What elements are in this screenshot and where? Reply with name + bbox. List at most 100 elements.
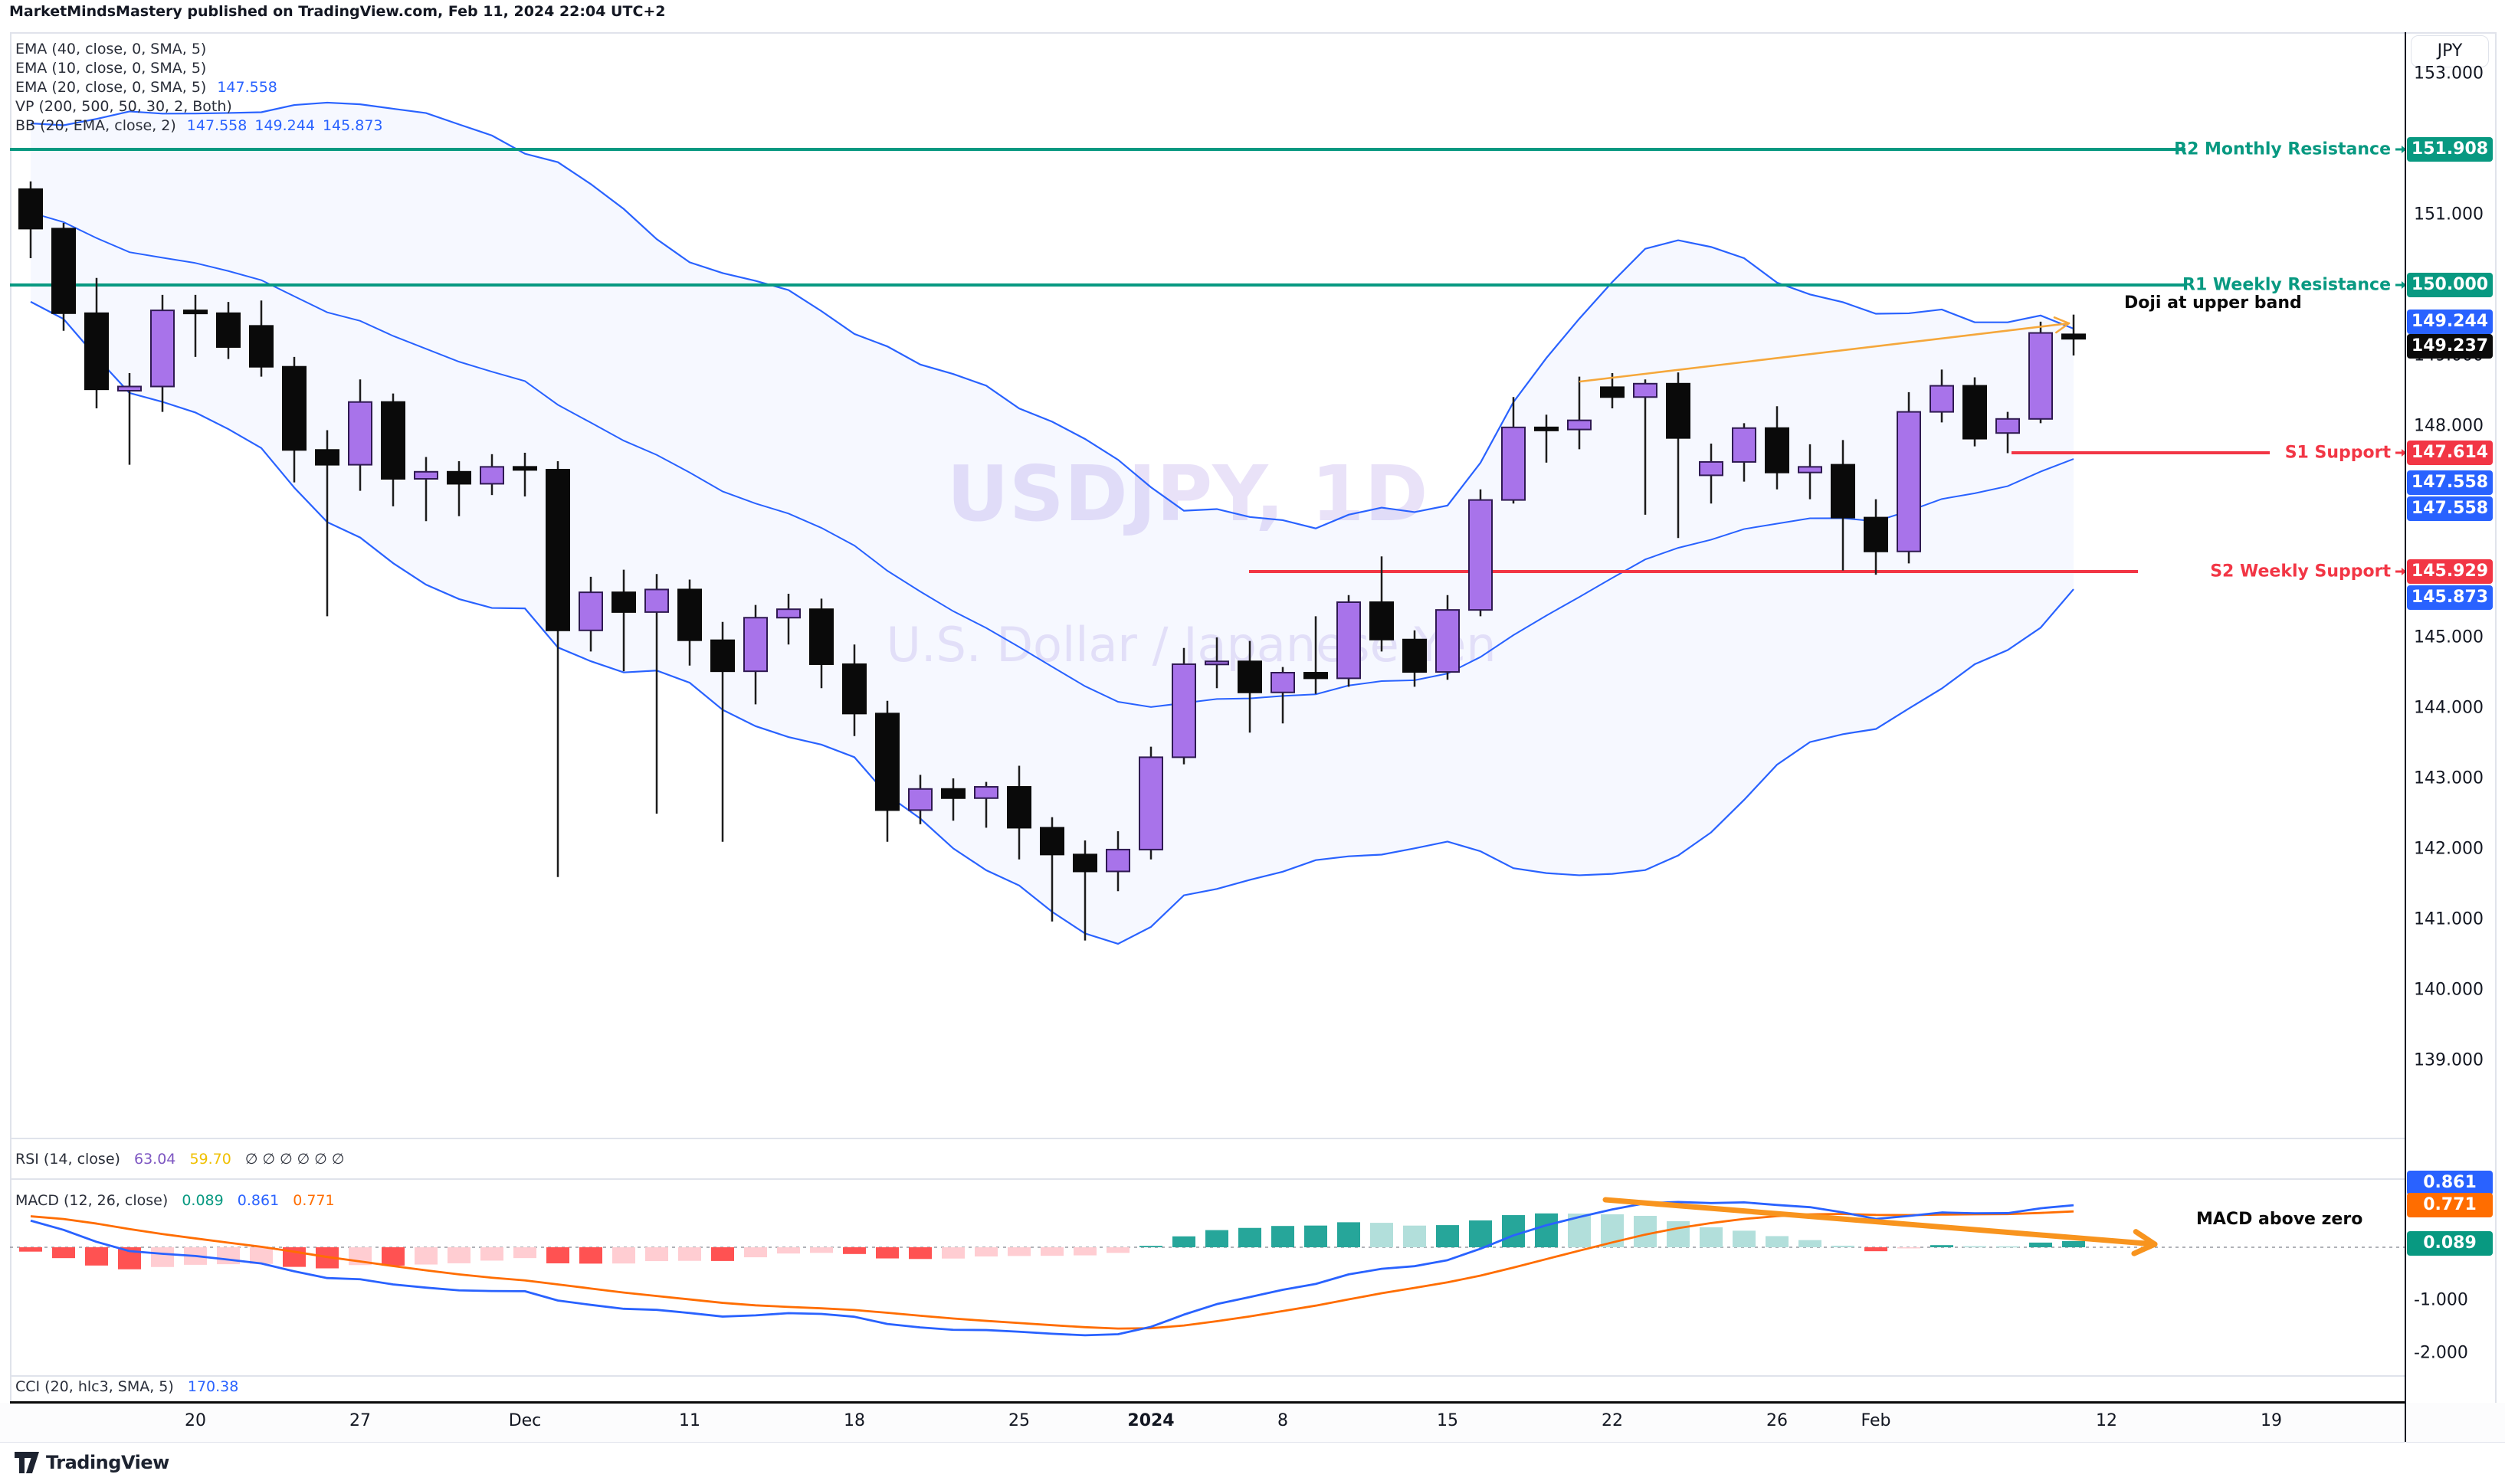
candle-bull [1897, 411, 1921, 552]
macd-histogram-bar [1798, 1240, 1821, 1247]
doji-annotation[interactable]: Doji at upper band [2124, 293, 2302, 313]
cci-value: 170.38 [187, 1378, 239, 1395]
candle-bear [1369, 601, 1394, 640]
candle-bull [1930, 385, 1954, 413]
macd-histogram-bar [2062, 1240, 2085, 1247]
time-axis[interactable] [0, 1403, 2505, 1443]
candle-bear [381, 401, 405, 480]
macd-histogram-bar [1996, 1246, 2019, 1248]
macd-histogram-bar [1634, 1216, 1657, 1247]
time-axis-label: 25 [1008, 1411, 1030, 1430]
price-axis[interactable] [2405, 32, 2495, 1442]
candle-bull [480, 466, 504, 485]
axis-price-badge: 147.558 [2407, 496, 2493, 521]
candle-bull [644, 588, 669, 613]
candle-bear [18, 188, 43, 230]
currency-toggle-button[interactable]: JPY [2411, 35, 2489, 67]
candle-bear [216, 312, 241, 348]
candle-bull [1205, 660, 1229, 666]
macd-histogram-bar [1074, 1247, 1097, 1256]
macd-histogram-bar [513, 1247, 536, 1259]
axis-price-label: 153.000 [2414, 64, 2484, 84]
annotation-arrow [1579, 322, 2071, 383]
macd-histogram-bar [250, 1247, 273, 1264]
tradingview-logo-text[interactable]: TradingView [46, 1452, 169, 1473]
candle-bear [183, 310, 208, 315]
r2-level-label[interactable]: R2 Monthly Resistance [2174, 139, 2391, 159]
axis-price-label: 142.000 [2414, 839, 2484, 859]
tradingview-logo-icon[interactable] [14, 1451, 40, 1474]
footer: TradingView [14, 1451, 169, 1474]
axis-price-label: 144.000 [2414, 698, 2484, 718]
annotation-arrowhead [2133, 1229, 2158, 1247]
legend-row-vp[interactable]: VP (200, 500, 50, 30, 2, Both) [15, 98, 232, 115]
time-axis-label: 20 [185, 1411, 206, 1430]
macd-histogram-bar [777, 1247, 800, 1254]
candle-bear [1666, 382, 1690, 439]
candle-bear [1962, 385, 1987, 440]
candle-bull [1336, 601, 1361, 680]
candle-bull [414, 470, 438, 480]
macd-value: 0.861 [237, 1192, 280, 1209]
macd-histogram-bar [382, 1247, 405, 1266]
macd-histogram-bar [1008, 1247, 1031, 1256]
legend-row-bb[interactable]: BB (20, EMA, close, 2) 147.558 149.244 145.… [15, 117, 383, 134]
macd-histogram-bar [645, 1247, 668, 1262]
axis-price-badge: 145.873 [2407, 585, 2493, 610]
bb-upper-band [30, 101, 2074, 529]
rsi-value: 63.04 [133, 1151, 176, 1168]
macd-legend-row[interactable]: MACD (12, 26, close) 0.089 0.861 0.771 [15, 1192, 335, 1209]
candle-bear [1303, 672, 1328, 680]
rsi-legend-row[interactable]: RSI (14, close) 63.04 59.70 ∅ ∅ ∅ ∅ ∅ ∅ [15, 1151, 345, 1168]
axis-price-badge: 0.771 [2407, 1193, 2493, 1217]
axis-price-label: 151.000 [2414, 205, 2484, 224]
macd-histogram-bar [448, 1247, 471, 1263]
macd-histogram-bar [744, 1247, 767, 1258]
r1-level-label[interactable]: R1 Weekly Resistance [2182, 275, 2391, 295]
macd-histogram-bar [1041, 1247, 1064, 1256]
axis-price-label: 140.000 [2414, 980, 2484, 1000]
macd-histogram-bar [151, 1247, 174, 1267]
macd-histogram-bar [52, 1247, 75, 1259]
legend-row-ema40[interactable]: EMA (40, close, 0, SMA, 5) [15, 41, 207, 57]
macd-histogram-bar [1535, 1213, 1558, 1247]
s1-level-label[interactable]: S1 Support [2284, 443, 2391, 463]
macd-line [30, 1201, 2074, 1337]
candle-bull [117, 385, 142, 392]
annotation-arrowhead [2053, 316, 2071, 325]
candle-bull [579, 591, 603, 631]
macd-histogram-bar [1304, 1225, 1327, 1247]
macd-histogram-bar [942, 1247, 965, 1259]
macd-annotation[interactable]: MACD above zero [2196, 1210, 2363, 1229]
axis-price-badge: 147.558 [2407, 470, 2493, 495]
candle-bear [1238, 660, 1262, 693]
macd-histogram-bar [1568, 1214, 1591, 1247]
cci-legend-row[interactable]: CCI (20, hlc3, SMA, 5) 170.38 [15, 1378, 239, 1395]
candle-bear [1765, 427, 1789, 473]
macd-histogram-bar [1403, 1225, 1426, 1247]
candle-bull [1106, 848, 1130, 873]
bb-lower-value: 145.873 [322, 117, 383, 134]
candle-bull [1435, 609, 1460, 673]
candle-bear [1402, 638, 1427, 673]
price-axis-border [2405, 32, 2406, 1442]
candle-bear [875, 713, 900, 811]
macd-histogram-bar [612, 1247, 635, 1264]
macd-signal-line [30, 1210, 2074, 1330]
axis-price-badge: 149.237 [2407, 334, 2493, 359]
macd-histogram-bar [843, 1247, 866, 1254]
axis-price-badge: 149.244 [2407, 310, 2493, 334]
legend-row-ema10[interactable]: EMA (10, close, 0, SMA, 5) [15, 60, 207, 77]
macd-histogram-bar [316, 1247, 339, 1269]
macd-histogram-bar [909, 1247, 932, 1260]
s2-level-label[interactable]: S2 Weekly Support [2210, 562, 2391, 581]
time-axis-label: 8 [1277, 1411, 1288, 1430]
candle-bull [1798, 466, 1822, 473]
macd-histogram-bar [1436, 1225, 1459, 1247]
axis-price-label: 141.000 [2414, 909, 2484, 929]
macd-histogram-bar [1337, 1222, 1360, 1247]
candle-bull [1699, 460, 1723, 477]
legend-row-ema20[interactable]: EMA (20, close, 0, SMA, 5) 147.558 [15, 79, 277, 96]
candle-bear [611, 591, 636, 613]
bb-basis-value: 147.558 [186, 117, 248, 134]
